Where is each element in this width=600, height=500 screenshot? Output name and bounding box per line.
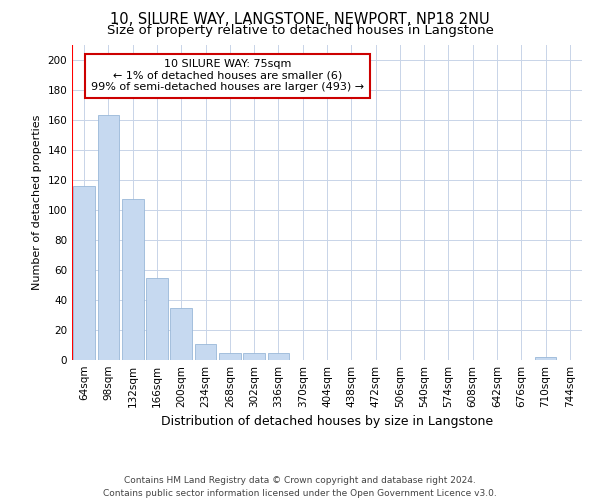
Bar: [146, 278, 168, 360]
Bar: [194, 344, 217, 360]
Bar: [73, 186, 95, 360]
Bar: [170, 308, 192, 360]
Bar: [243, 352, 265, 360]
Text: 10 SILURE WAY: 75sqm
← 1% of detached houses are smaller (6)
99% of semi-detache: 10 SILURE WAY: 75sqm ← 1% of detached ho…: [91, 59, 364, 92]
Bar: [97, 116, 119, 360]
Bar: [122, 200, 143, 360]
X-axis label: Distribution of detached houses by size in Langstone: Distribution of detached houses by size …: [161, 416, 493, 428]
Bar: [219, 352, 241, 360]
Text: Size of property relative to detached houses in Langstone: Size of property relative to detached ho…: [107, 24, 493, 37]
Bar: [268, 352, 289, 360]
Text: Contains HM Land Registry data © Crown copyright and database right 2024.
Contai: Contains HM Land Registry data © Crown c…: [103, 476, 497, 498]
Text: 10, SILURE WAY, LANGSTONE, NEWPORT, NP18 2NU: 10, SILURE WAY, LANGSTONE, NEWPORT, NP18…: [110, 12, 490, 28]
Bar: [535, 357, 556, 360]
Y-axis label: Number of detached properties: Number of detached properties: [32, 115, 42, 290]
